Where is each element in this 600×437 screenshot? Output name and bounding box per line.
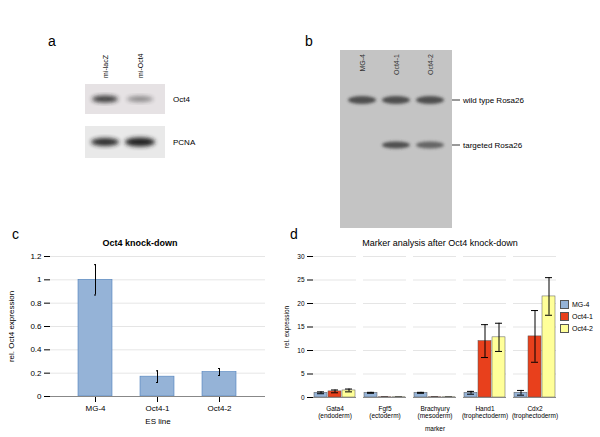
svg-text:Brachyury(mesoderm): Brachyury(mesoderm) [417, 405, 452, 420]
svg-text:Oct4-2: Oct4-2 [427, 54, 434, 75]
svg-text:Fgf5(ectoderm): Fgf5(ectoderm) [369, 405, 400, 420]
svg-text:Gata4(endoderm): Gata4(endoderm) [318, 405, 352, 420]
svg-text:20: 20 [297, 300, 305, 307]
svg-text:ES line: ES line [145, 417, 171, 426]
svg-text:rel. Oct4 expression: rel. Oct4 expression [7, 291, 16, 362]
html-text:Oct4-1: Oct4-1 [572, 313, 593, 320]
svg-text:b: b [305, 33, 313, 49]
svg-text:wild type Rosa26: wild type Rosa26 [462, 96, 524, 105]
svg-text:Hand1(trophectoderm): Hand1(trophectoderm) [462, 405, 508, 420]
svg-text:1: 1 [37, 275, 42, 284]
html-text:d: d [290, 226, 298, 242]
svg-text:30: 30 [297, 253, 305, 260]
svg-text:PCNA: PCNA [173, 138, 196, 147]
svg-text:Cdx2(trophectoderm): Cdx2(trophectoderm) [512, 405, 558, 420]
svg-text:5: 5 [301, 370, 305, 377]
svg-text:mi-lacZ: mi-lacZ [102, 54, 109, 78]
svg-text:marker: marker [425, 425, 446, 432]
svg-text:Oct4-1: Oct4-1 [393, 54, 400, 75]
svg-text:rel. expression: rel. expression [283, 305, 291, 348]
svg-text:25: 25 [297, 276, 305, 283]
html-text:Marker analysis after Oct4 kno: Marker analysis after Oct4 knock-down [362, 238, 518, 248]
html-text:c: c [12, 226, 19, 242]
svg-text:a: a [48, 33, 56, 49]
html-text:Oct4-2: Oct4-2 [572, 325, 593, 332]
svg-text:15: 15 [297, 323, 305, 330]
svg-text:Oct4-1: Oct4-1 [145, 404, 170, 413]
svg-text:mi-Oct4: mi-Oct4 [137, 53, 144, 78]
svg-text:targeted Rosa26: targeted Rosa26 [463, 141, 523, 150]
svg-text:10: 10 [297, 347, 305, 354]
svg-text:Oct4-2: Oct4-2 [207, 404, 232, 413]
svg-text:0: 0 [37, 392, 42, 401]
svg-text:0.2: 0.2 [30, 369, 42, 378]
svg-text:1.2: 1.2 [30, 252, 42, 261]
svg-text:Oct4: Oct4 [173, 95, 190, 104]
svg-text:0: 0 [301, 394, 305, 401]
html-text:MG-4: MG-4 [572, 301, 590, 308]
html-text:Oct4 knock-down: Oct4 knock-down [102, 238, 178, 248]
svg-text:0.4: 0.4 [30, 345, 42, 354]
svg-text:MG-4: MG-4 [359, 54, 366, 72]
svg-text:0.8: 0.8 [30, 299, 42, 308]
svg-text:MG-4: MG-4 [86, 404, 107, 413]
svg-text:0.6: 0.6 [30, 322, 42, 331]
